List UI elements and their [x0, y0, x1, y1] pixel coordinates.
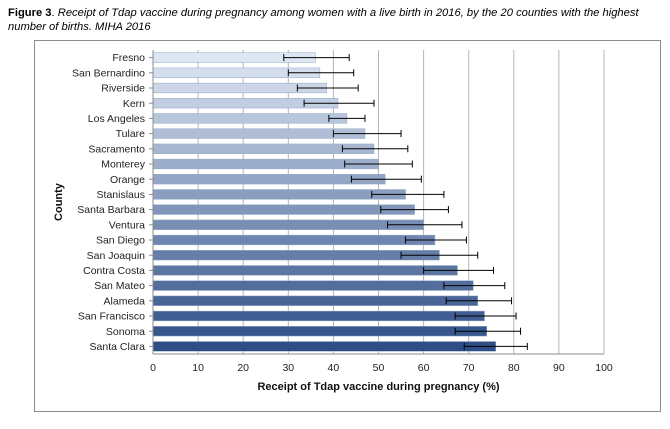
x-tick-label: 40: [328, 362, 340, 374]
y-tick-label: Fresno: [112, 52, 145, 64]
y-tick-label: San Joaquin: [87, 250, 146, 262]
y-tick-label: Ventura: [109, 219, 145, 231]
figure-caption-text: Receipt of Tdap vaccine during pregnancy…: [8, 7, 639, 33]
chart-frame: [34, 40, 661, 412]
y-tick-label: Contra Costa: [83, 265, 145, 277]
bar: [152, 143, 375, 154]
figure-caption: Figure 3. Receipt of Tdap vaccine during…: [8, 6, 662, 34]
bar: [152, 250, 440, 261]
y-tick-label: Santa Clara: [90, 341, 146, 353]
figure-label: Figure 3: [8, 7, 52, 19]
bar: [152, 113, 348, 124]
bar: [152, 310, 485, 322]
axis-layer: 0 10 20 30 40 50 60 70 80 90 100 Fresno San Bernardi…: [72, 50, 613, 374]
error-bar-layer: [283, 54, 528, 350]
caption-separator: .: [51, 7, 58, 19]
bar: [152, 280, 474, 291]
bar: [152, 326, 487, 337]
bar: [152, 174, 386, 185]
y-tick-label: Riverside: [101, 83, 145, 95]
y-tick-label: Tulare: [116, 128, 146, 140]
x-axis-title: Receipt of Tdap vaccine during pregnancy…: [257, 381, 499, 393]
x-tick-label: 10: [192, 362, 204, 374]
x-tick-label: 90: [553, 362, 565, 374]
y-tick-label: Alameda: [104, 295, 146, 307]
grid-layer: [197, 50, 605, 354]
y-tick-label: Stanislaus: [97, 189, 145, 201]
bar: [152, 219, 424, 230]
bar: [152, 234, 436, 246]
x-tick-label: 0: [150, 362, 156, 374]
y-tick-label: Sacramento: [88, 143, 145, 155]
y-tick-label: San Mateo: [94, 280, 145, 292]
x-tick-label: 50: [373, 362, 385, 374]
x-tick-label: 20: [237, 362, 249, 374]
bar: [152, 295, 478, 306]
bar-layer: [152, 52, 497, 352]
bar: [152, 204, 415, 215]
y-tick-label: Los Angeles: [88, 113, 145, 125]
y-tick-label: Monterey: [101, 159, 146, 171]
y-tick-label: San Diego: [96, 235, 145, 247]
y-tick-label: Sonoma: [106, 326, 145, 338]
bar: [152, 265, 458, 276]
y-tick-label: San Bernardino: [72, 67, 145, 79]
x-tick-label: 80: [508, 362, 520, 374]
bar: [152, 341, 497, 352]
y-tick-label: Orange: [110, 174, 145, 186]
x-tick-label: 70: [463, 362, 475, 374]
y-tick-label: San Francisco: [78, 311, 145, 323]
x-tick-label: 60: [418, 362, 430, 374]
y-tick-label: Kern: [123, 98, 145, 110]
y-axis-title: County: [53, 182, 65, 221]
x-tick-label: 100: [595, 362, 613, 374]
y-tick-label: Santa Barbara: [77, 204, 145, 216]
bar: [152, 189, 406, 200]
x-tick-label: 30: [282, 362, 294, 374]
